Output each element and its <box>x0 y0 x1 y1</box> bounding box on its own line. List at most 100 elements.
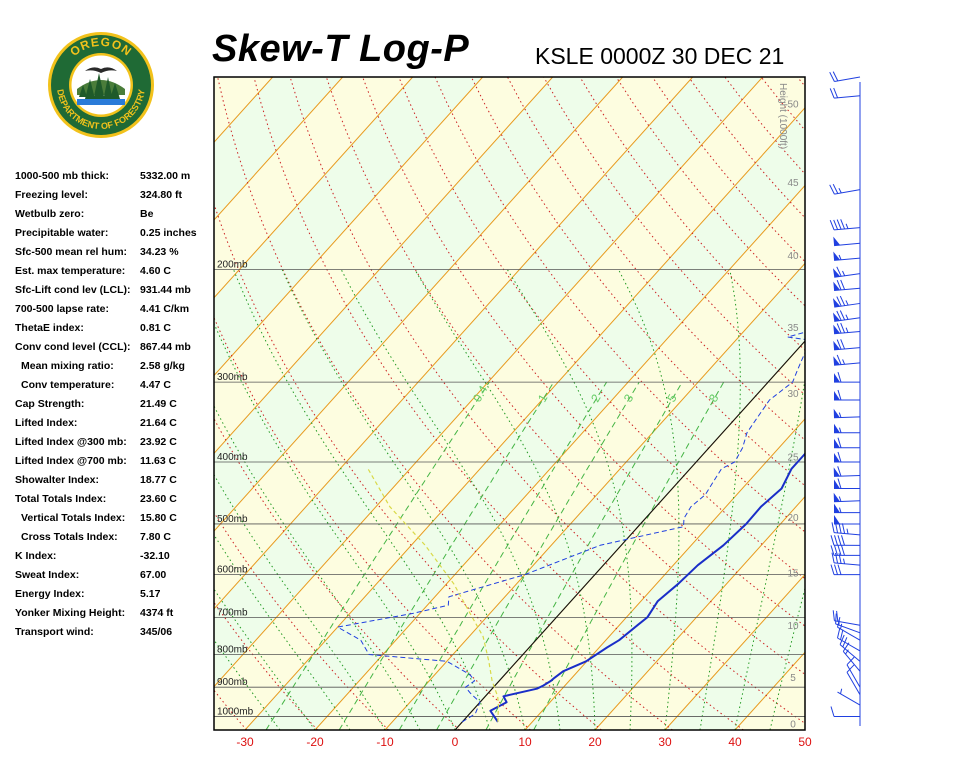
index-row: Lifted Index @300 mb: 23.92 C <box>15 433 215 452</box>
wind-barb-half-feather <box>839 507 842 513</box>
wind-barb <box>829 71 861 82</box>
wind-barb-feather <box>829 88 835 99</box>
index-value: 11.63 C <box>140 455 177 467</box>
index-label: Freezing level: <box>15 189 88 201</box>
wind-barb-shaft <box>834 620 861 626</box>
wind-barb-flag <box>833 356 841 366</box>
wind-barb <box>833 478 861 489</box>
wind-barb-feather <box>837 545 842 556</box>
wind-barb-shaft <box>834 302 861 308</box>
pressure-level-label: 1000mb <box>217 707 254 718</box>
wind-barb-feather <box>832 71 839 82</box>
pressure-level-label: 200mb <box>217 260 248 271</box>
wind-barb-half-feather <box>845 314 849 320</box>
index-row: Sfc-Lift cond lev (LCL): 931.44 mb <box>15 281 215 300</box>
pressure-level-label: 400mb <box>217 452 248 463</box>
stability-indices-panel: 1000-500 mb thick: 5332.00 m Freezing leve… <box>15 167 215 642</box>
wind-barb-flag <box>833 312 841 322</box>
wind-barb <box>833 423 861 434</box>
index-value: 15.80 C <box>140 512 177 524</box>
index-value: 4374 ft <box>140 607 174 619</box>
wind-barb-shaft <box>834 189 861 195</box>
index-value: 931.44 mb <box>140 284 191 296</box>
wind-barb-feather <box>836 339 842 350</box>
wind-barb-feather <box>836 219 842 230</box>
wind-barb-half-feather <box>838 412 842 418</box>
wind-barb-feather <box>835 552 839 564</box>
dry-adiabat-line <box>217 77 673 730</box>
pressure-level-label: 700mb <box>217 607 248 618</box>
wind-barb-feather <box>839 310 846 321</box>
moist-adiabat-line <box>699 269 741 730</box>
isotherm-line <box>664 573 805 730</box>
index-value: 67.00 <box>140 569 167 581</box>
wind-barb-half-feather <box>845 223 849 229</box>
wind-barb-feather <box>837 627 841 639</box>
wind-barb <box>829 219 861 231</box>
moist-adiabat-line <box>281 269 526 730</box>
wind-barb-shaft <box>846 664 861 688</box>
wind-barb-shaft <box>834 227 861 231</box>
wind-barb-flag <box>833 324 841 334</box>
pressure-level-label: 600mb <box>217 565 248 576</box>
wind-barb-feather <box>837 437 842 448</box>
wind-barb-flag <box>833 408 840 418</box>
isotherm-line <box>214 77 344 221</box>
height-tick-label: 45 <box>787 178 799 189</box>
wind-barb-feather <box>829 184 835 195</box>
wind-barb-shaft <box>842 651 861 672</box>
index-value: 4.47 C <box>140 379 171 391</box>
wind-barb-feather <box>831 522 835 533</box>
wind-barb-feather <box>840 322 846 333</box>
height-tick-label: 0 <box>790 719 796 730</box>
index-value: Be <box>140 208 154 220</box>
wind-barb-flag <box>834 503 840 513</box>
index-row: Cross Totals Index: 7.80 C <box>15 528 215 547</box>
index-label: Transport wind: <box>15 626 94 638</box>
isotherm-line <box>804 729 805 730</box>
temperature-tick-label: 50 <box>798 735 812 749</box>
wind-barb <box>833 389 861 401</box>
index-value: 4.60 C <box>140 265 171 277</box>
index-label: Cross Totals Index: <box>21 531 118 543</box>
wind-barb-shaft <box>837 637 861 652</box>
index-value: 23.60 C <box>140 493 177 505</box>
wind-barb <box>833 251 861 261</box>
wind-barb-feather <box>840 629 844 640</box>
moist-adiabat-line <box>214 404 421 730</box>
wind-barb-feather <box>832 183 839 194</box>
wind-barb-feather <box>838 522 842 534</box>
wind-barb-flag <box>833 268 841 278</box>
wind-barb <box>833 236 861 247</box>
index-label: Yonker Mixing Height: <box>15 607 126 619</box>
wind-barb-feather <box>840 279 846 290</box>
index-row: ThetaE index: 0.81 C <box>15 319 215 338</box>
height-tick-label: 35 <box>787 323 799 334</box>
wind-barb-flag <box>834 391 840 400</box>
height-tick-label: 5 <box>790 673 796 684</box>
wind-barb-feather <box>834 535 838 546</box>
moist-adiabat-line <box>214 639 281 730</box>
wind-barb <box>833 515 861 525</box>
temperature-profile-line <box>489 452 805 723</box>
temperature-tick-label: 40 <box>728 735 742 749</box>
wind-barb-feather <box>846 664 855 673</box>
wind-barb-feather <box>837 478 842 489</box>
wind-barb-feather <box>836 266 842 277</box>
wind-barb-shaft <box>839 644 861 662</box>
index-value: 18.77 C <box>140 474 177 486</box>
wind-barb-half-feather <box>840 688 843 695</box>
index-label: Showalter Index: <box>15 474 100 486</box>
moist-adiabat-line <box>214 533 351 730</box>
index-value: 5.17 <box>140 588 161 600</box>
height-axis-title: Height (1000ft) <box>777 83 788 149</box>
pressure-level-label: 500mb <box>217 514 248 525</box>
index-label: ThetaE index: <box>15 322 84 334</box>
wind-barb-feather <box>837 535 842 546</box>
index-row: Sweat Index: 67.00 <box>15 566 215 585</box>
mixing-ratio-line <box>265 381 490 730</box>
wind-barb-half-feather <box>838 254 842 260</box>
height-tick-label: 25 <box>787 452 799 463</box>
index-row: Conv cond level (CCL): 867.44 mb <box>15 338 215 357</box>
